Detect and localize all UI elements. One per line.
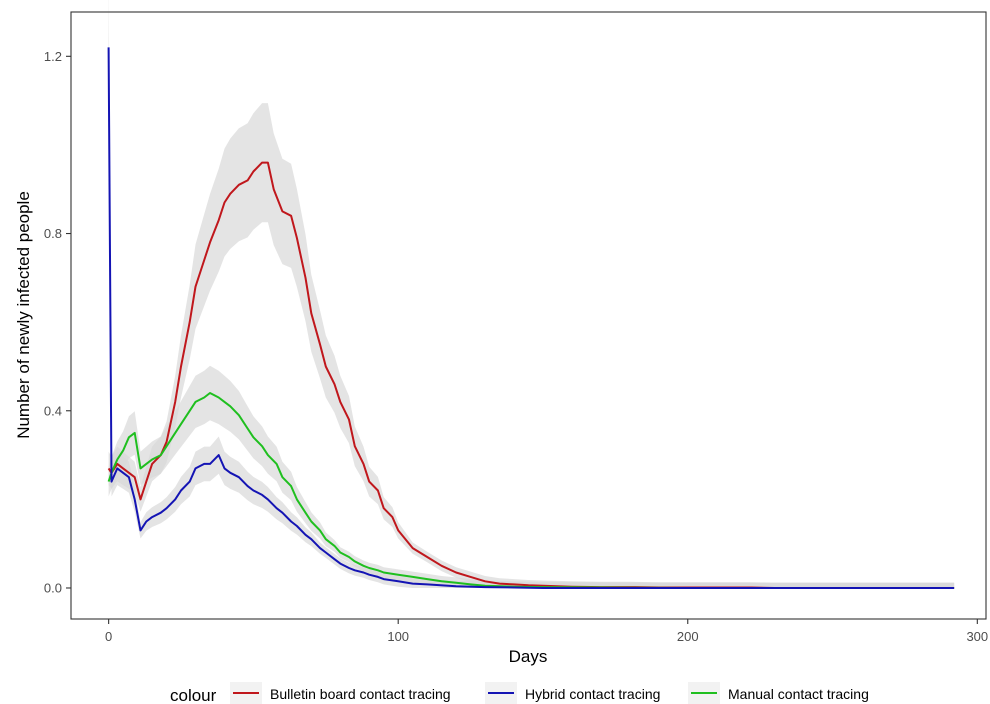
x-tick-label: 0 bbox=[105, 629, 112, 644]
series-line-hybrid-contact-tracing bbox=[107, 47, 955, 589]
series-line-manual-contact-tracing bbox=[107, 392, 955, 589]
series-lines bbox=[107, 47, 955, 589]
legend: colour Bulletin board contact tracing Hyb… bbox=[170, 682, 869, 704]
ribbon-manual-contact-tracing bbox=[108, 365, 955, 588]
y-tick-label: 0.0 bbox=[44, 580, 62, 595]
y-tick-label: 0.4 bbox=[44, 403, 62, 418]
y-axis-title: Number of newly infected people bbox=[14, 191, 33, 439]
x-axis-title: Days bbox=[509, 647, 548, 666]
y-tick-label: 0.8 bbox=[44, 226, 62, 241]
legend-label-hybrid-contact-tracing: Hybrid contact tracing bbox=[525, 686, 660, 702]
legend-label-bulletin-board-contact-tracing: Bulletin board contact tracing bbox=[270, 686, 451, 702]
x-tick-label: 200 bbox=[677, 629, 699, 644]
y-tick-label: 1.2 bbox=[44, 49, 62, 64]
confidence-ribbons bbox=[108, 0, 955, 588]
x-tick-label: 100 bbox=[387, 629, 409, 644]
legend-label-manual-contact-tracing: Manual contact tracing bbox=[728, 686, 869, 702]
x-tick-label: 300 bbox=[966, 629, 988, 644]
y-axis: 0.0 0.4 0.8 1.2 bbox=[44, 49, 71, 595]
legend-title: colour bbox=[170, 686, 217, 704]
x-axis: 0 100 200 300 bbox=[105, 619, 988, 644]
plot-panel-border bbox=[70, 11, 987, 620]
